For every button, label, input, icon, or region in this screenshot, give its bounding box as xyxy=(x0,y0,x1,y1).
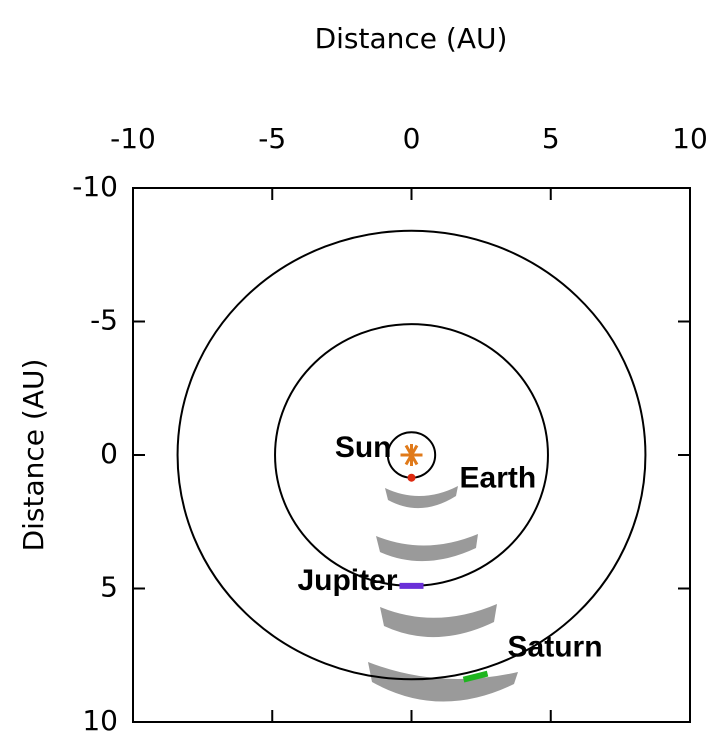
series-label: Sun xyxy=(335,431,392,464)
x-tick-label: 5 xyxy=(542,122,560,155)
y-tick-label: 10 xyxy=(82,704,118,734)
y-tick-label: -10 xyxy=(72,170,118,203)
planet-marker xyxy=(408,474,416,482)
x-tick-label: -5 xyxy=(258,122,286,155)
y-axis-title: Distance (AU) xyxy=(17,359,50,552)
chart: Distance (AU) Distance (AU) -10 -5 0 5 10 -10… xyxy=(0,0,711,734)
series-label: Saturn xyxy=(508,631,603,664)
x-tick-label: 10 xyxy=(672,122,708,155)
sun-marker xyxy=(401,444,423,466)
y-tick-label: -5 xyxy=(90,304,118,337)
series-label: Earth xyxy=(460,462,537,495)
y-tick-label: 0 xyxy=(100,437,118,470)
x-axis-title: Distance (AU) xyxy=(315,22,508,55)
series-label: Jupiter xyxy=(297,564,397,597)
x-tick-label: 0 xyxy=(403,122,421,155)
x-tick-label: -10 xyxy=(110,122,156,155)
y-tick-label: 5 xyxy=(100,571,118,604)
